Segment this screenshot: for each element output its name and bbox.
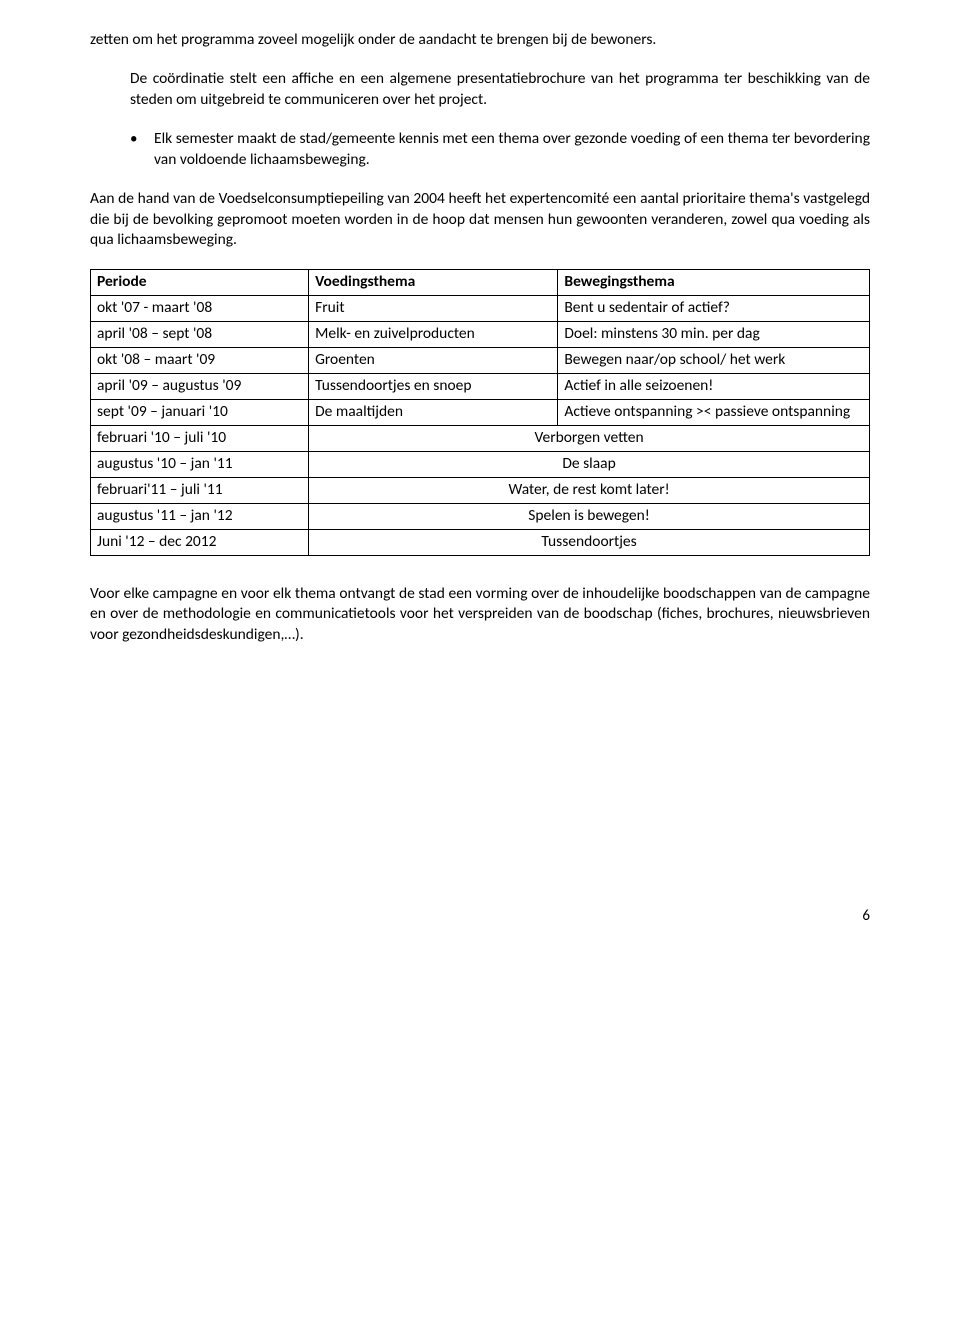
cell-periode: april '09 – augustus '09 bbox=[91, 374, 309, 400]
table-header-beweging: Bewegingsthema bbox=[558, 270, 870, 296]
cell-periode: sept '09 – januari '10 bbox=[91, 399, 309, 425]
table-row: okt '08 – maart '09 Groenten Bewegen naa… bbox=[91, 348, 870, 374]
paragraph-2: De coördinatie stelt een affiche en een … bbox=[90, 69, 870, 111]
table-row: februari '10 – juli '10 Verborgen vetten bbox=[91, 425, 870, 451]
cell-voeding: Tussendoortjes en snoep bbox=[309, 374, 558, 400]
table-header-periode: Periode bbox=[91, 270, 309, 296]
cell-voeding: Groenten bbox=[309, 348, 558, 374]
table-header-row: Periode Voedingsthema Bewegingsthema bbox=[91, 270, 870, 296]
cell-merged: De slaap bbox=[309, 451, 870, 477]
bullet-marker-icon: • bbox=[130, 129, 154, 171]
cell-beweging: Bent u sedentair of actief? bbox=[558, 296, 870, 322]
paragraph-1: zetten om het programma zoveel mogelijk … bbox=[90, 30, 870, 51]
cell-merged: Water, de rest komt later! bbox=[309, 477, 870, 503]
cell-merged: Tussendoortjes bbox=[309, 529, 870, 555]
cell-beweging: Bewegen naar/op school/ het werk bbox=[558, 348, 870, 374]
cell-periode: augustus '11 – jan '12 bbox=[91, 503, 309, 529]
page-number: 6 bbox=[90, 906, 870, 926]
table-row: augustus '11 – jan '12 Spelen is bewegen… bbox=[91, 503, 870, 529]
table-row: augustus '10 – jan '11 De slaap bbox=[91, 451, 870, 477]
table-row: april '08 – sept '08 Melk- en zuivelprod… bbox=[91, 322, 870, 348]
cell-beweging: Doel: minstens 30 min. per dag bbox=[558, 322, 870, 348]
table-row: sept '09 – januari '10 De maaltijden Act… bbox=[91, 399, 870, 425]
cell-periode: augustus '10 – jan '11 bbox=[91, 451, 309, 477]
paragraph-4: Voor elke campagne en voor elk thema ont… bbox=[90, 584, 870, 647]
cell-voeding: Fruit bbox=[309, 296, 558, 322]
cell-merged: Spelen is bewegen! bbox=[309, 503, 870, 529]
bullet-text: Elk semester maakt de stad/gemeente kenn… bbox=[154, 129, 870, 171]
cell-voeding: De maaltijden bbox=[309, 399, 558, 425]
cell-periode: okt '07 - maart '08 bbox=[91, 296, 309, 322]
cell-periode: april '08 – sept '08 bbox=[91, 322, 309, 348]
cell-periode: februari '10 – juli '10 bbox=[91, 425, 309, 451]
cell-beweging: Actieve ontspanning >< passieve ontspann… bbox=[558, 399, 870, 425]
cell-voeding: Melk- en zuivelproducten bbox=[309, 322, 558, 348]
cell-merged: Verborgen vetten bbox=[309, 425, 870, 451]
cell-periode: februari'11 – juli '11 bbox=[91, 477, 309, 503]
table-row: Juni '12 – dec 2012 Tussendoortjes bbox=[91, 529, 870, 555]
paragraph-3: Aan de hand van de Voedselconsumptiepeil… bbox=[90, 189, 870, 252]
table-row: februari'11 – juli '11 Water, de rest ko… bbox=[91, 477, 870, 503]
cell-periode: Juni '12 – dec 2012 bbox=[91, 529, 309, 555]
table-row: okt '07 - maart '08 Fruit Bent u sedenta… bbox=[91, 296, 870, 322]
table-header-voeding: Voedingsthema bbox=[309, 270, 558, 296]
cell-periode: okt '08 – maart '09 bbox=[91, 348, 309, 374]
periode-table: Periode Voedingsthema Bewegingsthema okt… bbox=[90, 269, 870, 555]
bullet-item: • Elk semester maakt de stad/gemeente ke… bbox=[90, 129, 870, 171]
cell-beweging: Actief in alle seizoenen! bbox=[558, 374, 870, 400]
table-row: april '09 – augustus '09 Tussendoortjes … bbox=[91, 374, 870, 400]
